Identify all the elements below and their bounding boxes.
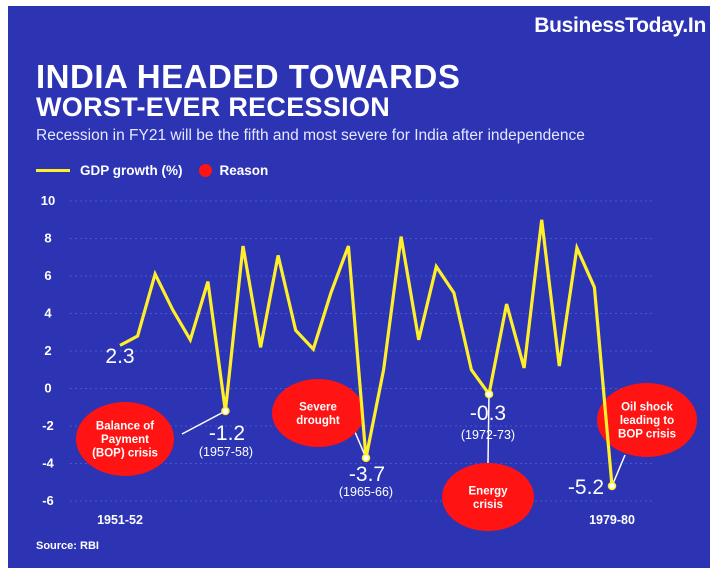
data-point-marker: [607, 481, 617, 491]
brand-logo-text: BusinessToday.In: [534, 14, 706, 37]
reason-label: leading to: [620, 415, 674, 427]
x-tick-label: 1979-80: [589, 513, 635, 527]
reason-bubble: [442, 463, 534, 531]
data-value-label: -5.2: [568, 476, 604, 499]
data-value-label: -3.7: [349, 463, 385, 486]
subtitle: Recession in FY21 will be the fifth and …: [36, 127, 585, 144]
annotation-connector: [611, 454, 626, 487]
data-point-marker: [484, 389, 494, 399]
reason-bubble: [76, 402, 174, 476]
y-tick-label: 10: [41, 193, 55, 208]
year-label: (1972-73): [461, 428, 515, 442]
reason-label: crisis: [473, 499, 503, 511]
data-point-marker: [221, 406, 230, 416]
legend-label-reason: Reason: [219, 163, 269, 178]
reason-bubble: [597, 383, 697, 457]
y-tick-label: 8: [44, 231, 51, 246]
legend-line-swatch: [36, 169, 70, 172]
data-value-label: -1.2: [209, 422, 245, 445]
source-note: Source: RBI: [36, 540, 99, 552]
reason-label: Severe: [299, 401, 337, 413]
data-value-label: -0.3: [470, 402, 506, 425]
year-label: (1965-66): [339, 485, 393, 499]
reason-label: (BOP) crisis: [92, 448, 158, 460]
reason-bubble: [272, 379, 364, 447]
annotation-connector: [181, 410, 226, 435]
reason-label: drought: [296, 415, 340, 427]
annotation-connector: [487, 394, 490, 464]
title-line-2: WORST-EVER RECESSION: [36, 92, 391, 122]
legend: GDP growth (%) Reason: [36, 163, 268, 178]
year-label: (1957-58): [199, 445, 253, 459]
y-tick-label: 6: [44, 268, 51, 283]
y-tick-label: 2: [44, 343, 51, 358]
data-point-marker: [361, 453, 371, 463]
title-line-1: INDIA HEADED TOWARDS: [36, 58, 461, 95]
y-tick-label: 4: [44, 306, 52, 321]
reason-label: BOP crisis: [618, 429, 676, 441]
legend-dot-swatch: [198, 164, 212, 177]
reason-label: Payment: [101, 434, 149, 446]
y-tick-label: -6: [42, 493, 54, 508]
y-tick-label: 0: [44, 381, 51, 396]
y-tick-label: -2: [42, 418, 54, 433]
gdp-growth-line: [119, 219, 614, 487]
x-tick-label: 1951-52: [97, 513, 143, 527]
y-tick-label: -4: [42, 456, 54, 471]
legend-label-gdp: GDP growth (%): [80, 163, 183, 178]
reason-label: Balance of: [96, 421, 154, 433]
reason-label: Oil shock: [621, 402, 673, 414]
data-value-label: 2.3: [105, 345, 134, 368]
reason-label: Energy: [469, 485, 509, 497]
